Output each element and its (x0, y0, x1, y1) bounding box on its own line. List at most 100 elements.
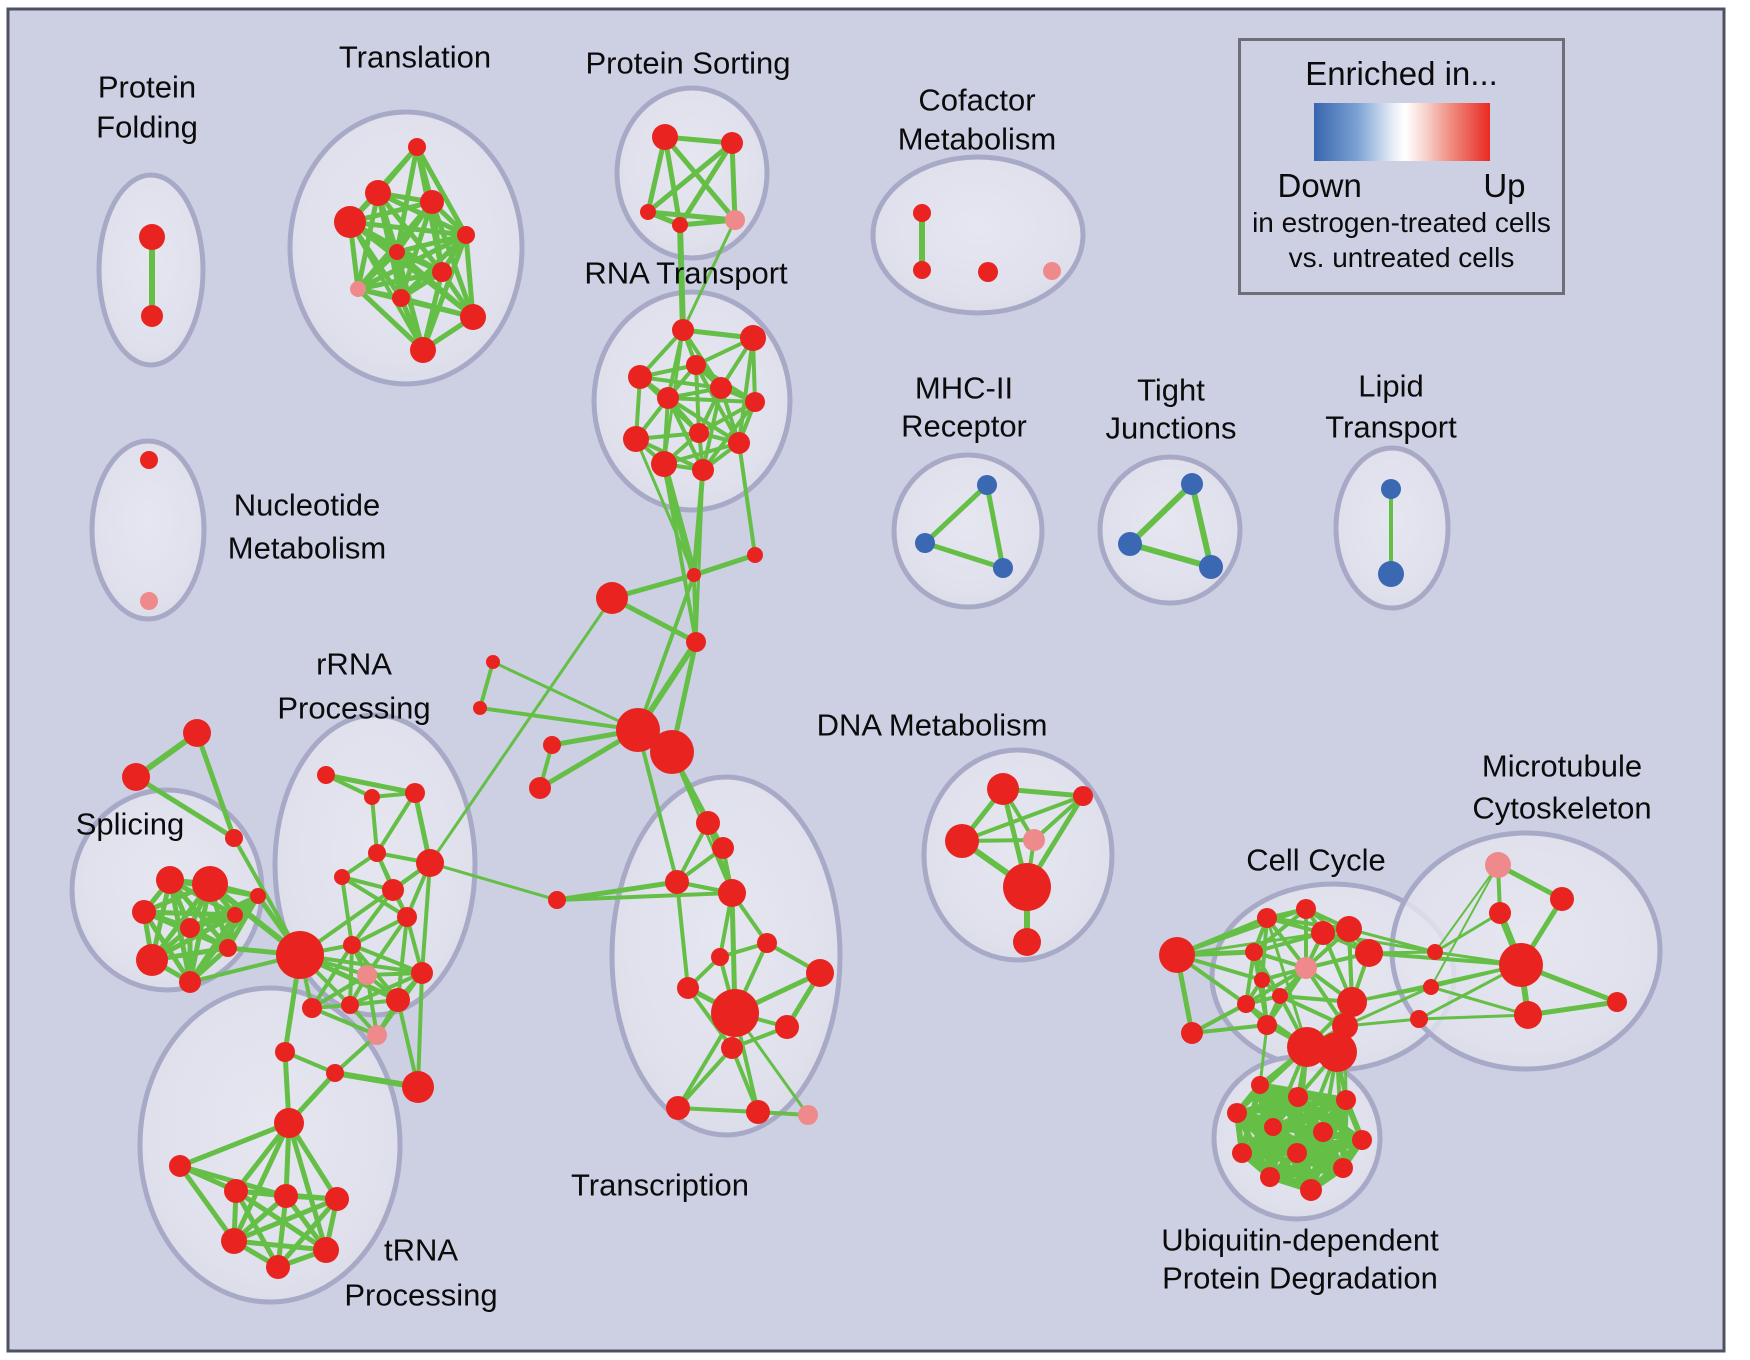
gene-set-node-translation (350, 281, 366, 297)
edge (924, 540, 1004, 571)
gene-set-node-trna-processing (169, 1155, 191, 1177)
gene-set-node-transcription (665, 870, 689, 894)
gene-set-node-protein-folding (141, 305, 163, 327)
cluster-label-mhc-ii-receptor: Receptor (901, 409, 1027, 444)
cluster-label-rrna-processing: rRNA (316, 647, 392, 682)
edge (647, 209, 736, 223)
gene-set-node-cell-cycle (1245, 943, 1263, 961)
gene-set-node-connectors (529, 777, 551, 799)
gene-set-node-dna-metabolism (987, 773, 1019, 805)
edge (298, 861, 432, 957)
gene-set-node-microtubule-cytoskeleton (1489, 902, 1511, 924)
gene-set-node-cell-cycle (1237, 995, 1255, 1013)
edge (349, 219, 467, 238)
gene-set-node-rrna-processing (317, 766, 335, 784)
gene-set-node-rrna-processing (302, 998, 322, 1018)
gene-set-node-tight-junctions (1199, 555, 1223, 579)
edge (693, 552, 756, 578)
gene-set-node-rna-transport (657, 387, 679, 409)
gene-set-node-translation (460, 304, 486, 330)
gene-set-node-connectors (183, 719, 211, 747)
gene-set-node-rrna-processing (405, 783, 425, 803)
gene-set-node-connectors (473, 701, 487, 715)
gene-set-node-connectors (747, 547, 763, 563)
gene-set-node-transcription (711, 989, 759, 1037)
gene-set-node-splicing (192, 866, 228, 902)
gene-set-node-cell-cycle (1296, 899, 1316, 919)
edge (681, 219, 737, 331)
cluster-label-tight-junctions: Junctions (1106, 411, 1237, 446)
gene-set-node-nucleotide-metabolism (140, 451, 158, 469)
gene-set-node-connectors (275, 1042, 295, 1062)
gene-set-node-splicing (219, 939, 237, 957)
gene-set-node-microtubule-cytoskeleton (1514, 1001, 1542, 1029)
edge (348, 220, 475, 319)
gene-set-node-connectors (596, 582, 628, 614)
edge (351, 943, 423, 975)
gene-set-node-transcription (721, 1037, 743, 1059)
gene-set-node-translation (408, 138, 426, 156)
edge (348, 221, 425, 351)
gene-set-node-ubiquitin-degradation (1260, 1167, 1280, 1187)
gene-set-node-lipid-transport (1381, 479, 1401, 499)
gene-set-node-rna-transport (689, 423, 709, 443)
edge (375, 791, 417, 855)
gene-set-node-trna-processing (266, 1255, 290, 1279)
gene-set-node-transcription (775, 1015, 799, 1039)
edge (1418, 1013, 1529, 1021)
cluster-label-protein-sorting: Protein Sorting (585, 46, 790, 81)
edge (479, 706, 639, 732)
cluster-label-trna-processing: tRNA (384, 1233, 458, 1268)
edge (325, 772, 416, 796)
gene-set-node-nucleotide-metabolism (140, 592, 158, 610)
edge (395, 146, 419, 253)
edge (677, 1106, 759, 1114)
gene-set-node-rrna-processing (367, 1025, 387, 1045)
gene-set-node-rna-transport (692, 459, 714, 481)
edge (420, 862, 432, 974)
edge (662, 463, 698, 643)
cluster-ellipse-cofactor-metabolism (870, 154, 1086, 316)
edge (1434, 864, 1499, 953)
edge (348, 944, 354, 1006)
edge (311, 1006, 378, 1037)
edge (677, 224, 686, 331)
gene-set-node-connectors (225, 829, 243, 847)
edge (310, 943, 354, 1010)
edge (1176, 907, 1307, 957)
gene-set-node-cofactor-metabolism (913, 204, 931, 222)
gene-set-node-connectors (650, 730, 694, 774)
gene-set-node-cell-cycle (1254, 972, 1270, 988)
edge (356, 287, 425, 352)
edge (1265, 917, 1309, 1048)
cluster-label-tight-junctions: Tight (1137, 373, 1205, 408)
edge (1258, 1024, 1269, 1086)
edge (675, 881, 690, 989)
cluster-label-rrna-processing: Processing (277, 691, 430, 726)
gene-set-node-connectors (402, 1071, 434, 1103)
gene-set-node-mhc-ii-receptor (915, 533, 935, 553)
gene-set-node-rrna-processing (411, 962, 433, 984)
edge (737, 442, 757, 556)
gene-set-node-protein-sorting (721, 132, 743, 154)
edge (1430, 864, 1499, 988)
gene-set-node-ubiquitin-degradation (1333, 1158, 1353, 1178)
cluster-label-translation: Translation (339, 40, 491, 75)
gene-set-node-rna-transport (710, 377, 732, 399)
gene-set-node-microtubule-cytoskeleton (1423, 979, 1439, 995)
edge (686, 986, 734, 1050)
edge (1434, 911, 1501, 954)
cluster-label-transcription: Transcription (571, 1168, 749, 1203)
gene-set-node-translation (457, 226, 475, 244)
gene-set-node-dna-metabolism (1023, 829, 1045, 851)
edge (177, 1164, 237, 1243)
gene-set-node-rna-transport (686, 355, 706, 375)
edge (662, 136, 683, 226)
cluster-label-rna-transport: RNA Transport (584, 256, 788, 291)
edge (276, 1197, 339, 1269)
gene-set-node-trna-processing (224, 1179, 248, 1203)
gene-set-node-rrna-processing (357, 965, 377, 985)
gene-set-node-translation (410, 337, 436, 363)
gene-set-node-rna-transport (672, 319, 694, 341)
gene-set-node-cell-cycle (1272, 988, 1288, 1004)
